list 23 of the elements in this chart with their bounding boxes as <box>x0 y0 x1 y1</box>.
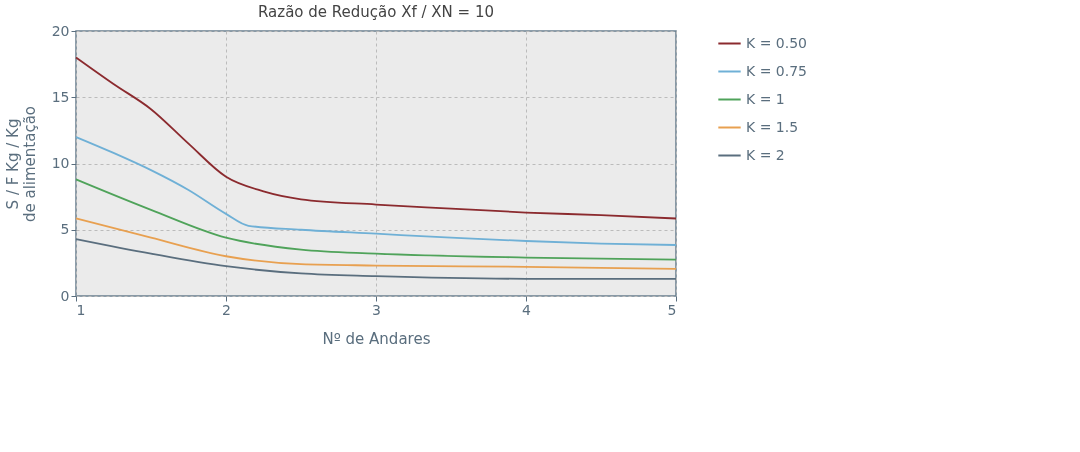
legend-label: K = 0.50 <box>746 34 807 51</box>
line-series <box>75 136 677 246</box>
y-tick-label: 15 <box>51 88 70 105</box>
legend-label: K = 1 <box>746 90 785 107</box>
line-series <box>75 238 677 280</box>
line-series <box>75 56 677 220</box>
y-tick-label: 0 <box>60 287 70 304</box>
y-tick-label: 5 <box>60 221 70 238</box>
legend-label: K = 0.75 <box>746 62 807 79</box>
y-tick-label: 10 <box>51 155 70 171</box>
x-axis-title: Nº de Andares <box>322 329 431 348</box>
x-tick-label: 5 <box>667 301 677 318</box>
legend-label: K = 2 <box>746 146 785 163</box>
y-axis-title: S / F Kg / Kg de alimentação <box>3 105 39 223</box>
x-tick-label: 1 <box>76 301 86 318</box>
y-tick-label: 20 <box>51 22 70 39</box>
x-tick-label: 2 <box>222 301 231 318</box>
x-tick-label: 4 <box>522 301 532 318</box>
chart-title: Razão de Redução Xf / XN = 10 <box>257 3 495 21</box>
x-tick-label: 3 <box>372 301 381 318</box>
line-series <box>75 217 677 270</box>
line-series <box>75 178 677 261</box>
legend-label: K = 1.5 <box>746 118 799 135</box>
